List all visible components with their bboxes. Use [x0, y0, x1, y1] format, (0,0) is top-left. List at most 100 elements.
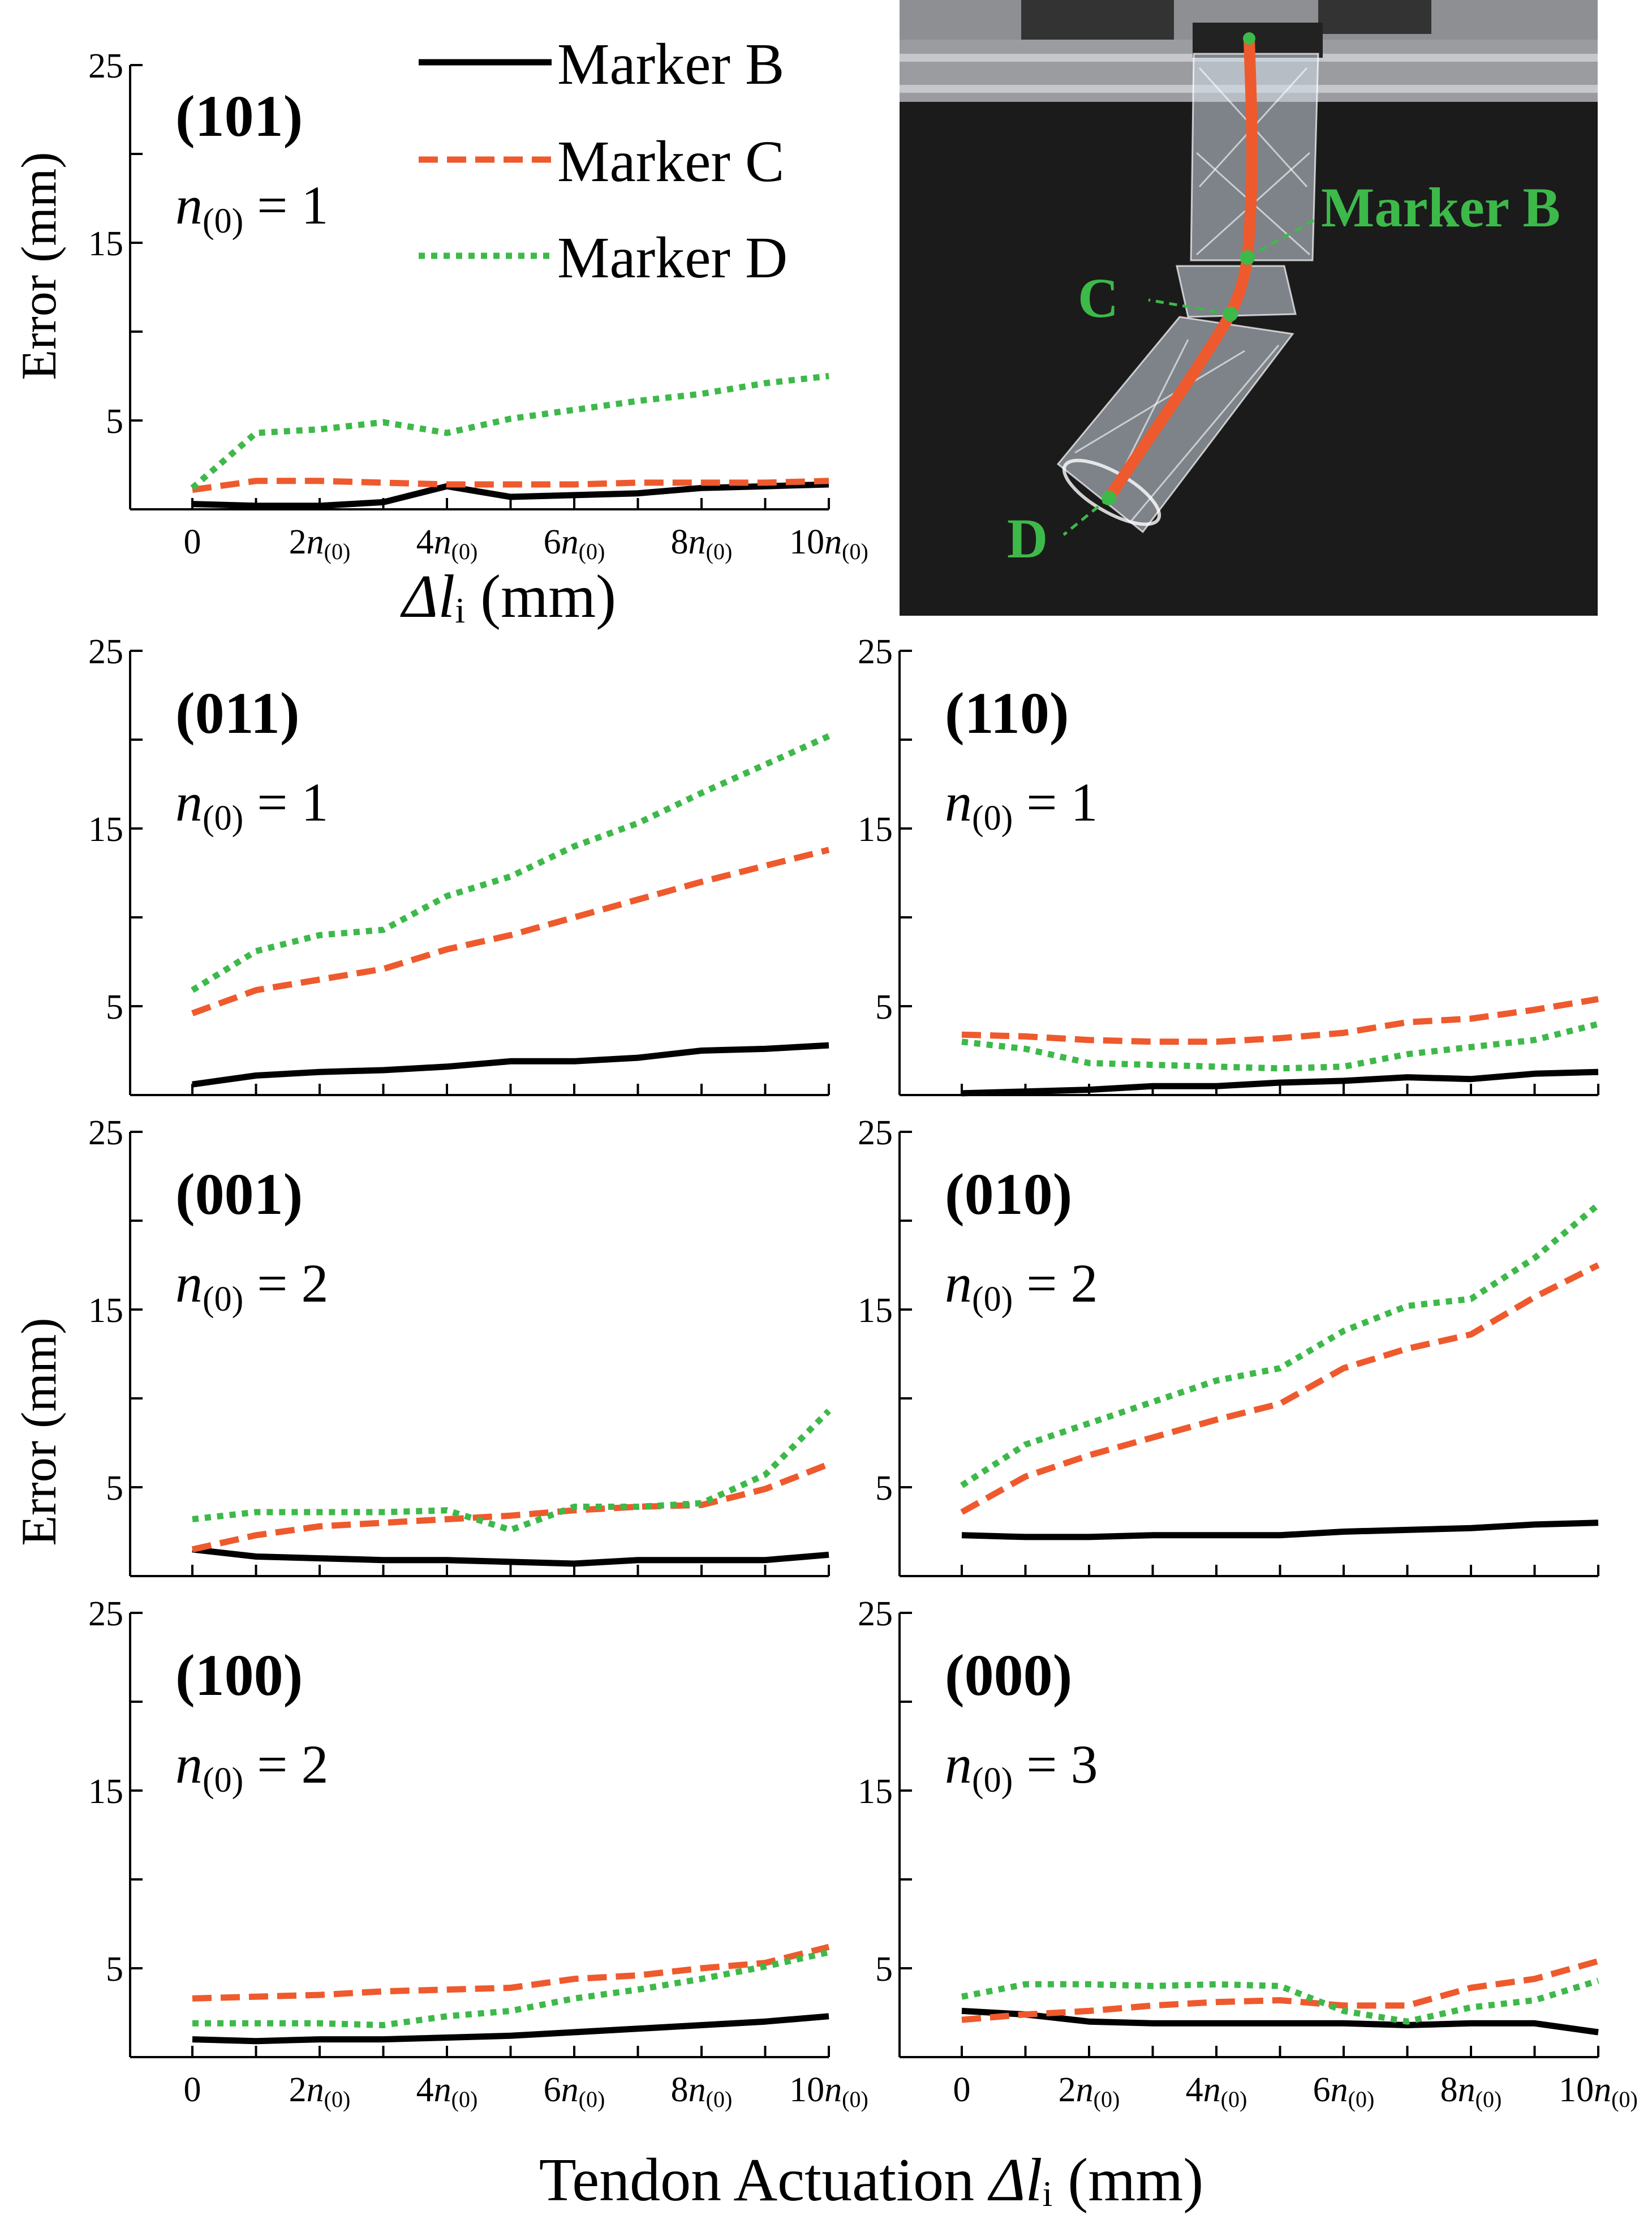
xlabel-top-sub: i	[455, 590, 465, 630]
y-tick-label: 5	[875, 1469, 893, 1508]
series-line-marker-b	[961, 1519, 1599, 1540]
series-line-marker-b	[192, 2013, 829, 2045]
panel-n-label: n(0) = 3	[945, 1734, 1098, 1800]
series-line-marker-b	[192, 481, 829, 509]
panel-id-label: (001)	[175, 1162, 303, 1227]
panel-n-label: n(0) = 1	[945, 772, 1098, 838]
chart-panel: 25 15 5 0 2n(0) 4n(0) 6n(0) 8n(0) 10n(0) (101) n(0…	[88, 47, 868, 564]
x-tick-label: 8n(0)	[671, 2071, 733, 2112]
photo-label-d: D	[1007, 507, 1048, 570]
x-tick-label: 0	[184, 2071, 201, 2109]
panel-n-label: n(0) = 2	[175, 1734, 328, 1800]
series-line-marker-b	[192, 1546, 829, 1567]
series-line-marker-d	[192, 1409, 831, 1533]
y-tick-label: 15	[88, 1772, 123, 1811]
x-tick-label: 0	[184, 523, 201, 561]
xlabel-top: Δli (mm)	[400, 563, 616, 630]
x-tick-label: 4n(0)	[1186, 2071, 1247, 2112]
series-line-marker-c	[192, 1943, 830, 2002]
x-tick-label: 10n(0)	[789, 523, 868, 564]
xlabel-bottom-sym: Δl	[987, 2147, 1042, 2214]
series-line-marker-c	[191, 1461, 830, 1553]
series-line-marker-d	[960, 1202, 1601, 1488]
series-line-marker-c	[191, 847, 830, 1016]
y-tick-label: 25	[88, 1595, 123, 1633]
x-tick-label: 8n(0)	[1440, 2071, 1502, 2112]
series-line-marker-b	[961, 1068, 1599, 1097]
plots-group: 25 15 5 0 2n(0) 4n(0) 6n(0) 8n(0) 10n(0) (101) n(0…	[88, 47, 1638, 2112]
series-line-marker-d	[190, 373, 829, 491]
y-tick-label: 5	[875, 988, 893, 1027]
legend-marker-d-label: Marker D	[557, 225, 788, 290]
x-tick-label: 2n(0)	[1059, 2071, 1120, 2112]
panel-n-label: n(0) = 2	[175, 1253, 328, 1319]
y-tick-label: 15	[88, 1291, 123, 1330]
series-line-marker-c	[961, 1958, 1599, 2023]
y-tick-label: 15	[88, 810, 123, 849]
panel-id-label: (100)	[175, 1643, 303, 1708]
legend: Marker B Marker C Marker D	[419, 32, 788, 290]
y-tick-label: 25	[858, 633, 893, 671]
chart-panel: 25 15 5 (010) n(0) = 2	[858, 1114, 1601, 1577]
series-line-marker-d	[191, 733, 831, 993]
x-tick-label: 6n(0)	[544, 523, 605, 564]
xlabel-top-sym: Δl	[400, 563, 455, 630]
series-line-marker-c	[960, 1262, 1600, 1515]
y-tick-label: 5	[106, 988, 123, 1027]
y-tick-label: 25	[88, 47, 123, 85]
y-tick-label: 25	[858, 1114, 893, 1152]
y-tick-label: 15	[88, 225, 123, 263]
y-tick-label: 15	[858, 1291, 893, 1330]
y-tick-label: 5	[875, 1950, 893, 1989]
photo-marker-d-leader	[1062, 497, 1110, 536]
panel-n-label: n(0) = 2	[945, 1253, 1098, 1319]
photo-motor-left	[1021, 0, 1174, 40]
x-tick-label: 10n(0)	[789, 2071, 868, 2112]
x-tick-label: 2n(0)	[289, 2071, 351, 2112]
x-tick-label: 4n(0)	[416, 523, 478, 564]
series-line-marker-b	[192, 1042, 829, 1088]
xlabel-top-unit: (mm)	[465, 563, 616, 630]
panel-n-label: n(0) = 1	[175, 772, 328, 838]
x-tick-label: 8n(0)	[671, 523, 733, 564]
panel-id-label: (101)	[175, 84, 303, 149]
series-line-marker-c	[961, 995, 1599, 1045]
photo-label-marker-b: Marker B	[1321, 176, 1560, 239]
x-tick-label: 10n(0)	[1559, 2071, 1638, 2112]
chart-panel: 25 15 5 0 2n(0) 4n(0) 6n(0) 8n(0) 10n(0) (100) n(0…	[88, 1595, 868, 2112]
chart-panel: 25 15 5 0 2n(0) 4n(0) 6n(0) 8n(0) 10n(0) (000) n(0…	[858, 1595, 1638, 2112]
xlabel-bottom: Tendon Actuation Δli (mm)	[539, 2147, 1203, 2214]
photo-label-c: C	[1078, 267, 1118, 329]
legend-marker-c-label: Marker C	[557, 129, 784, 194]
photo-motor-right	[1318, 0, 1431, 34]
series-line-marker-b	[961, 2007, 1599, 2036]
series-line-marker-d	[961, 1021, 1599, 1072]
photo-backbone-curve	[1103, 33, 1258, 504]
xlabel-bottom-sub: i	[1042, 2174, 1052, 2214]
photo-marker-a-dot	[1243, 32, 1255, 45]
y-tick-label: 15	[858, 1772, 893, 1811]
y-tick-label: 25	[858, 1595, 893, 1633]
x-tick-label: 6n(0)	[1313, 2071, 1375, 2112]
y-tick-label: 5	[106, 1950, 123, 1989]
series-line-marker-d	[961, 1977, 1599, 2025]
chart-panel: 25 15 5 (110) n(0) = 1	[858, 633, 1599, 1097]
chart-panel: 25 15 5 (001) n(0) = 2	[88, 1114, 831, 1577]
robot-photo: Marker B C D	[900, 0, 1598, 616]
y-tick-label: 5	[106, 402, 123, 441]
ylabel-middle: Error (mm)	[12, 1317, 67, 1546]
xlabel-bottom-prefix: Tendon Actuation	[539, 2147, 990, 2214]
panel-id-label: (010)	[945, 1162, 1072, 1227]
legend-marker-b-label: Marker B	[557, 32, 784, 97]
panel-n-label: n(0) = 1	[175, 175, 328, 241]
x-tick-label: 2n(0)	[289, 523, 351, 564]
y-tick-label: 5	[106, 1469, 123, 1508]
x-tick-label: 6n(0)	[544, 2071, 605, 2112]
panel-id-label: (000)	[945, 1643, 1072, 1708]
xlabel-bottom-unit: (mm)	[1052, 2147, 1203, 2214]
y-tick-label: 15	[858, 810, 893, 849]
series-line-marker-c	[192, 478, 829, 493]
x-tick-label: 4n(0)	[416, 2071, 478, 2112]
y-tick-label: 25	[88, 633, 123, 671]
